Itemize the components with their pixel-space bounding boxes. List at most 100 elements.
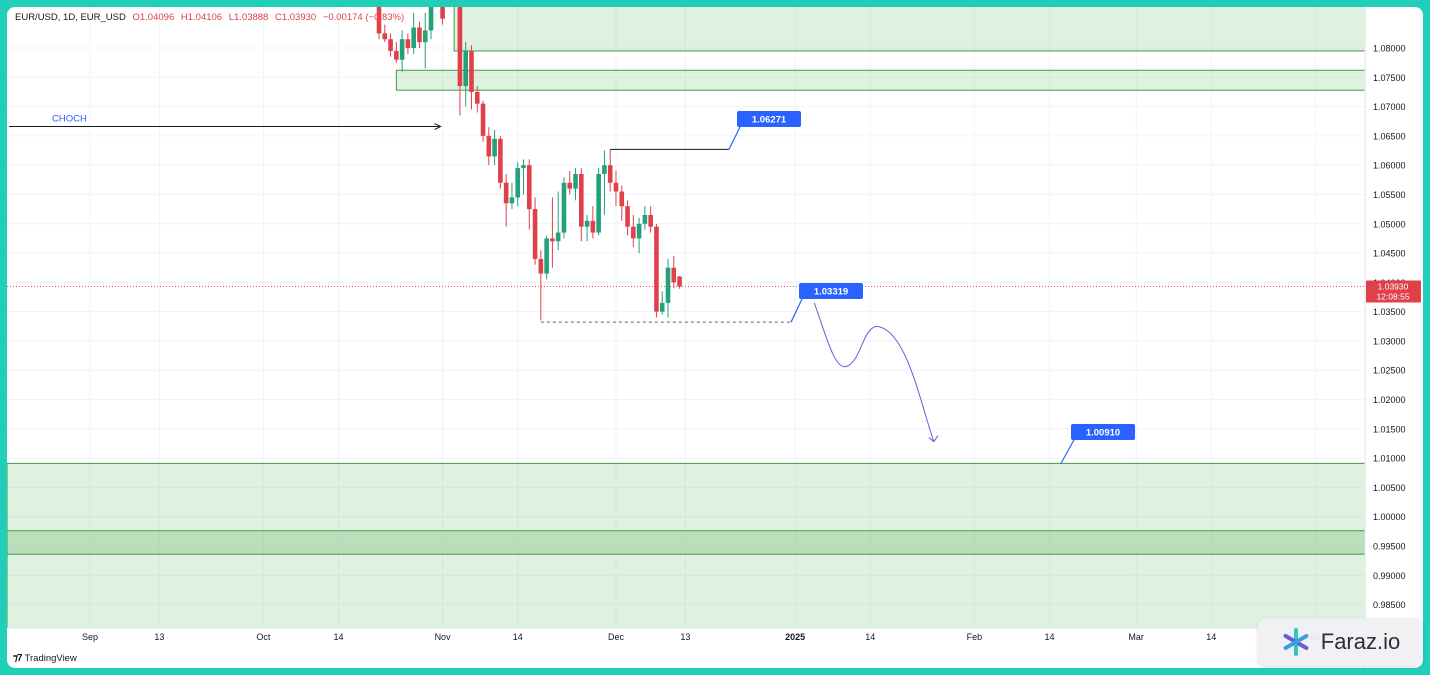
x-tick-label: 14 [1044, 632, 1054, 642]
y-tick-label: 1.02500 [1373, 366, 1406, 376]
x-tick-label: Feb [967, 632, 983, 642]
candle-body [631, 226, 636, 239]
candle-body [642, 214, 648, 224]
last-price-value: 1.03930 [1378, 281, 1409, 291]
candle-body [469, 50, 474, 92]
candle-body [596, 173, 601, 233]
x-tick-label: 14 [865, 632, 875, 642]
choch-label: CHOCH [52, 114, 87, 125]
y-tick-label: 1.03000 [1373, 336, 1406, 346]
last-price-badge [1366, 280, 1421, 303]
y-tick-label: 1.07500 [1373, 73, 1406, 83]
candle-body [613, 182, 619, 192]
x-tick-label: 2025 [785, 632, 805, 642]
y-tick-label: 1.00500 [1373, 483, 1406, 493]
annotations: CHOCH 1.06271 1.03319 1.00910 [7, 111, 1365, 464]
candle-body [550, 238, 555, 242]
symbol-header: EUR/USD, 1D, EUR_USD O1.04096 H1.04106 L… [15, 12, 408, 23]
y-tick-label: 0.99000 [1373, 571, 1406, 581]
target-label-text: 1.00910 [1086, 428, 1120, 439]
candle-body [399, 39, 405, 60]
candle-body [659, 302, 665, 312]
tradingview-brand[interactable]: ⁊7 TradingView [13, 653, 77, 664]
candle-body [526, 165, 532, 210]
candle-body [405, 39, 411, 49]
x-tick-label: Dec [608, 632, 625, 642]
candle-body [480, 103, 486, 136]
axes: 1.08000 1.07500 1.07000 1.06500 1.06000 1.055… [7, 7, 1421, 668]
y-tick-label: 1.05500 [1373, 190, 1406, 200]
candle-body [538, 258, 544, 274]
candle-body [463, 50, 468, 87]
candle-body [486, 135, 492, 157]
candle-body [573, 173, 578, 189]
x-tick-label: Sep [82, 632, 98, 642]
candle-body [394, 50, 399, 60]
x-tick-label: 14 [513, 632, 523, 642]
candle-body [428, 7, 434, 31]
choch-arrow-head [434, 123, 442, 130]
faraz-watermark[interactable]: Faraz.io [1258, 618, 1423, 666]
candle-body [590, 220, 596, 233]
candle-body [671, 267, 677, 283]
y-tick-label: 1.05000 [1373, 219, 1406, 229]
high-label-badge [737, 111, 801, 127]
candle-body [665, 267, 671, 303]
candle-body [422, 30, 428, 43]
candle-body [561, 182, 567, 233]
candle-body [567, 182, 573, 189]
candle-body [602, 165, 607, 174]
x-tick-label: 14 [1206, 632, 1216, 642]
y-tick-label: 1.03500 [1373, 307, 1406, 317]
low-label-badge [799, 283, 863, 299]
candle-body [492, 138, 497, 157]
y-tick-label: 1.06500 [1373, 131, 1406, 141]
low-label-pointer [790, 296, 804, 323]
supply-demand-zone [395, 69, 1366, 91]
candle-body [555, 232, 561, 242]
y-tick-label: 1.06000 [1373, 161, 1406, 171]
ohlc-change: −0.00174 (−0.83%) [322, 12, 405, 23]
ohlc-close: C1.03930 [274, 12, 317, 23]
tradingview-logo-icon: ⁊7 [13, 653, 22, 664]
x-tick-label: 13 [154, 632, 164, 642]
symbol-name[interactable]: EUR/USD, 1D, EUR_USD [15, 12, 126, 23]
projection-arrow-head [928, 435, 939, 443]
candle-body [544, 238, 549, 274]
y-tick-label: 1.08000 [1373, 44, 1406, 54]
candle-body [515, 168, 521, 198]
candle-body [503, 182, 509, 204]
last-price-countdown: 12:08:55 [1376, 291, 1409, 301]
candle-body [388, 39, 393, 51]
y-tick-label: 1.02000 [1373, 395, 1406, 405]
y-tick-label: 0.98500 [1373, 600, 1406, 610]
candle-body [607, 165, 613, 183]
chart-window: CHOCH 1.06271 1.03319 1.00910 1.08000 1.0750… [7, 7, 1423, 668]
x-tick-label: Nov [435, 632, 452, 642]
y-tick-label: 0.99500 [1373, 541, 1406, 551]
price-chart[interactable]: CHOCH 1.06271 1.03319 1.00910 1.08000 1.0750… [7, 7, 1423, 668]
candle-body [411, 27, 416, 49]
candle-body [636, 223, 642, 239]
ohlc-open: O1.04096 [132, 12, 175, 23]
y-tick-label: 1.07000 [1373, 102, 1406, 112]
candle-body [677, 276, 682, 287]
high-label-text: 1.06271 [752, 115, 787, 126]
low-label-text: 1.03319 [814, 287, 848, 298]
ohlc-high: H1.04106 [180, 12, 223, 23]
y-tick-label: 1.00000 [1373, 512, 1406, 522]
candle-body [654, 226, 659, 312]
candle-body [474, 91, 480, 104]
y-tick-label: 1.04500 [1373, 249, 1406, 259]
candle-body [440, 7, 445, 19]
candle-body [382, 33, 388, 40]
candle-body [498, 138, 503, 183]
candle-body [619, 191, 625, 207]
candle-body [579, 173, 584, 227]
x-tick-label: Oct [256, 632, 271, 642]
grid [7, 7, 1365, 628]
ohlc-low: L1.03888 [228, 12, 269, 23]
candles [376, 7, 682, 321]
candle-body [509, 197, 515, 204]
candle-body [625, 206, 630, 227]
